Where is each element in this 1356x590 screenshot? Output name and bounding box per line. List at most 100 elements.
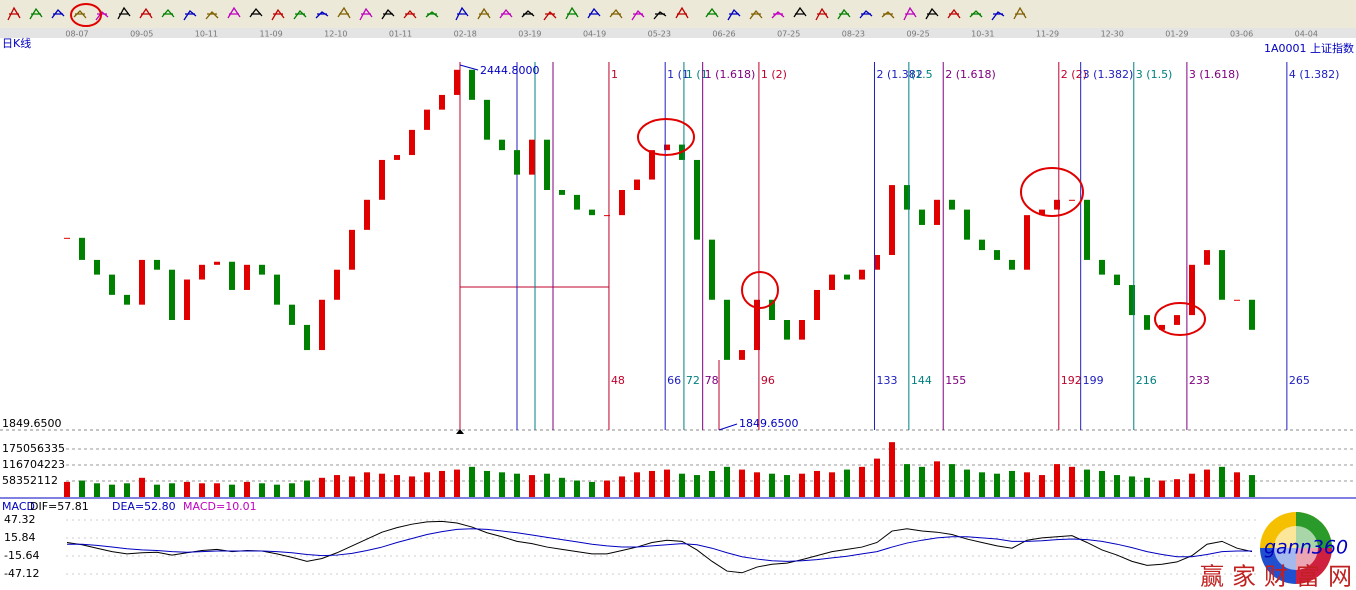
icon-frame[interactable]: [651, 5, 669, 23]
icon-frame[interactable]: [335, 5, 353, 23]
toolbar-button[interactable]: [357, 5, 375, 23]
toolbar-button[interactable]: [247, 5, 265, 23]
icon-glyph[interactable]: [95, 11, 109, 21]
toolbar-button[interactable]: [379, 5, 397, 23]
toolbar-button[interactable]: [725, 5, 743, 23]
icon-glyph[interactable]: [29, 7, 43, 20]
icon-frame[interactable]: [423, 5, 441, 23]
toolbar-button[interactable]: [835, 5, 853, 23]
toolbar-button[interactable]: [923, 5, 941, 23]
icon-glyph[interactable]: [991, 11, 1005, 21]
icon-glyph[interactable]: [609, 8, 623, 19]
icon-frame[interactable]: [497, 5, 515, 23]
toolbar-button[interactable]: [901, 5, 919, 23]
toolbar-button[interactable]: [159, 5, 177, 23]
toolbar-button[interactable]: [291, 5, 309, 23]
icon-frame[interactable]: [519, 5, 537, 23]
icon-glyph[interactable]: [587, 7, 601, 19]
icon-glyph[interactable]: [381, 8, 395, 20]
toolbar-button[interactable]: [629, 5, 647, 23]
icon-frame[interactable]: [49, 5, 67, 23]
toolbar-button[interactable]: [497, 5, 515, 23]
icon-glyph[interactable]: [271, 8, 285, 21]
toolbar-button[interactable]: [673, 5, 691, 23]
icon-frame[interactable]: [203, 5, 221, 23]
toolbar-button[interactable]: [541, 5, 559, 23]
toolbar-button[interactable]: [475, 5, 493, 23]
toolbar-button[interactable]: [585, 5, 603, 23]
icon-frame[interactable]: [769, 5, 787, 23]
toolbar-button[interactable]: [269, 5, 287, 23]
icon-glyph[interactable]: [705, 7, 719, 18]
icon-frame[interactable]: [313, 5, 331, 23]
toolbar-button[interactable]: [401, 5, 419, 23]
icon-glyph[interactable]: [815, 7, 829, 21]
toolbar-button[interactable]: [989, 5, 1007, 23]
toolbar-button[interactable]: [967, 5, 985, 23]
icon-frame[interactable]: [401, 5, 419, 23]
toolbar-button[interactable]: [703, 5, 721, 23]
icon-glyph[interactable]: [477, 7, 491, 20]
icon-glyph[interactable]: [205, 11, 219, 20]
icon-frame[interactable]: [835, 5, 853, 23]
icon-frame[interactable]: [563, 5, 581, 23]
toolbar-button[interactable]: [747, 5, 765, 23]
icon-frame[interactable]: [725, 5, 743, 23]
icon-frame[interactable]: [181, 5, 199, 23]
icon-frame[interactable]: [115, 5, 133, 23]
icon-frame[interactable]: [291, 5, 309, 23]
toolbar-button[interactable]: [115, 5, 133, 23]
icon-glyph[interactable]: [653, 11, 667, 20]
icon-glyph[interactable]: [455, 6, 469, 21]
icon-frame[interactable]: [5, 5, 23, 23]
toolbar-button[interactable]: [1011, 5, 1029, 23]
icon-frame[interactable]: [901, 5, 919, 23]
icon-frame[interactable]: [1011, 5, 1029, 23]
icon-glyph[interactable]: [183, 10, 197, 21]
toolbar-button[interactable]: [879, 5, 897, 23]
icon-glyph[interactable]: [403, 10, 417, 19]
icon-glyph[interactable]: [425, 11, 439, 18]
toolbar-button[interactable]: [225, 5, 243, 23]
icon-glyph[interactable]: [337, 6, 351, 19]
toolbar-button[interactable]: [651, 5, 669, 23]
icon-glyph[interactable]: [925, 7, 939, 20]
toolbar-button[interactable]: [335, 5, 353, 23]
toolbar-button[interactable]: [857, 5, 875, 23]
icon-frame[interactable]: [379, 5, 397, 23]
icon-glyph[interactable]: [837, 8, 851, 20]
icon-glyph[interactable]: [161, 9, 175, 18]
toolbar-button[interactable]: [49, 5, 67, 23]
icon-glyph[interactable]: [1013, 6, 1027, 20]
icon-glyph[interactable]: [249, 7, 263, 18]
icon-glyph[interactable]: [947, 8, 961, 19]
icon-glyph[interactable]: [727, 8, 741, 21]
icon-glyph[interactable]: [771, 11, 785, 19]
toolbar-button[interactable]: [813, 5, 831, 23]
toolbar-button[interactable]: [5, 5, 23, 23]
icon-glyph[interactable]: [749, 9, 763, 20]
toolbar-button[interactable]: [945, 5, 963, 23]
icon-glyph[interactable]: [227, 6, 241, 19]
icon-glyph[interactable]: [543, 11, 557, 21]
icon-frame[interactable]: [225, 5, 243, 23]
icon-frame[interactable]: [629, 5, 647, 23]
icon-frame[interactable]: [247, 5, 265, 23]
toolbar-button[interactable]: [27, 5, 45, 23]
icon-glyph[interactable]: [881, 11, 895, 19]
icon-frame[interactable]: [879, 5, 897, 23]
icon-glyph[interactable]: [359, 7, 373, 21]
icon-frame[interactable]: [357, 5, 375, 23]
icon-glyph[interactable]: [521, 10, 535, 18]
icon-frame[interactable]: [453, 5, 471, 23]
icon-frame[interactable]: [967, 5, 985, 23]
icon-frame[interactable]: [607, 5, 625, 23]
icon-glyph[interactable]: [315, 11, 329, 19]
icon-frame[interactable]: [541, 5, 559, 23]
toolbar-button[interactable]: [203, 5, 221, 23]
toolbar-button[interactable]: [453, 5, 471, 23]
icon-glyph[interactable]: [903, 6, 917, 21]
icon-frame[interactable]: [857, 5, 875, 23]
icon-frame[interactable]: [27, 5, 45, 23]
icon-glyph[interactable]: [499, 8, 513, 19]
